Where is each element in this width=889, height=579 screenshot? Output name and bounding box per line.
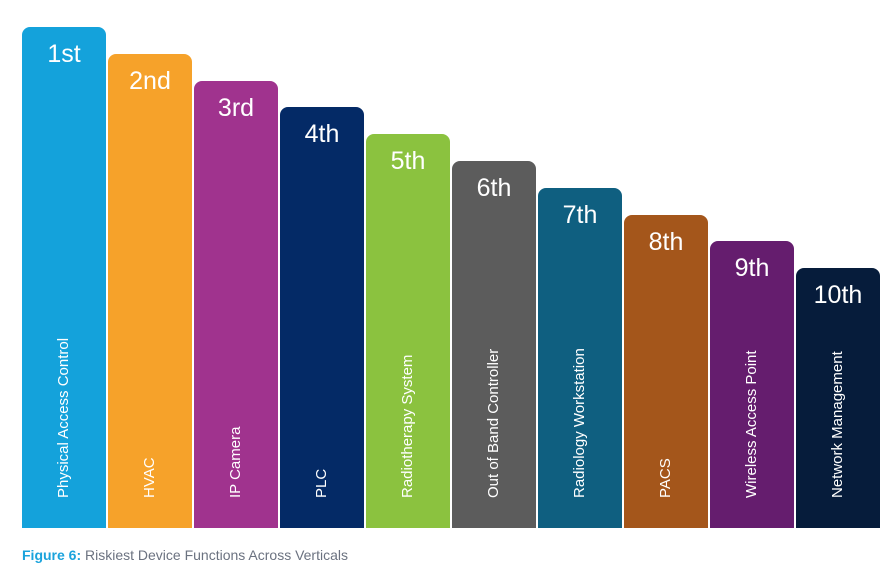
figure-label: Figure 6: (22, 547, 82, 563)
rank-label: 5th (390, 147, 426, 176)
category-label-text: Radiotherapy System (399, 354, 416, 498)
category-label-text: PLC (313, 468, 330, 498)
bar: 2nd HVAC (108, 53, 192, 528)
bar: 5th Radiotherapy System (366, 134, 450, 528)
bar: 7th Radiology Workstation (538, 187, 622, 528)
bar: 9th Wireless Access Point (710, 241, 794, 528)
rank-label: 4th (304, 120, 340, 149)
rank-label: 9th (734, 254, 770, 283)
bar-chart: 1st Physical Access Control 2nd HVAC 3rd IP C… (22, 27, 880, 528)
category-label-text: Wireless Access Point (743, 350, 760, 498)
category-label-text: HVAC (141, 457, 158, 498)
category-label-text: Physical Access Control (55, 337, 72, 498)
bar: 3rd IP Camera (194, 80, 278, 528)
bar: 6th Out of Band Controller (452, 161, 536, 528)
rank-label: 6th (476, 174, 512, 202)
category-label-text: IP Camera (227, 426, 244, 498)
category-label-text: Radiology Workstation (571, 348, 588, 498)
category-label-text: Out of Band Controller (485, 348, 502, 498)
bar: 8th PACS (624, 214, 708, 528)
rank-label: 1st (47, 40, 81, 68)
rank-label: 7th (562, 200, 598, 229)
rank-label: 8th (648, 227, 684, 256)
category-label-text: Network Management (829, 351, 846, 498)
figure-caption-text: Riskiest Device Functions Across Vertica… (85, 547, 348, 563)
category-label-text: PACS (657, 458, 674, 498)
rank-label: 10th (813, 281, 863, 310)
rank-label: 2nd (129, 66, 171, 95)
bar: 4th PLC (280, 107, 364, 528)
rank-label: 3rd (217, 93, 255, 122)
bar: 10th Network Management (796, 268, 880, 528)
figure-caption: Figure 6: Riskiest Device Functions Acro… (22, 547, 348, 563)
bar: 1st Physical Access Control (22, 27, 106, 528)
